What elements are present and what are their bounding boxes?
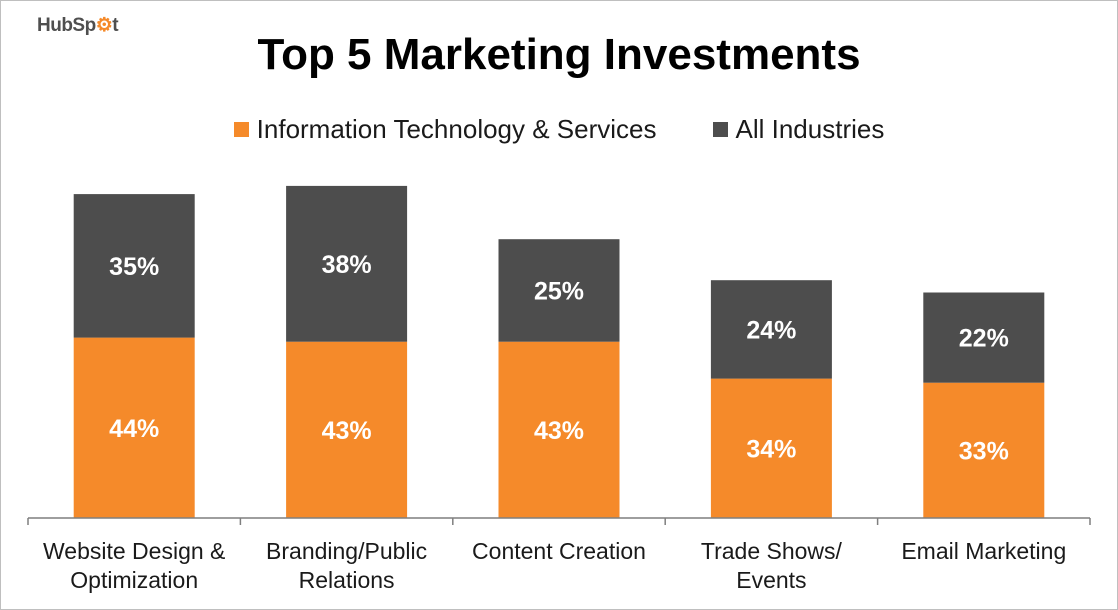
category-label-1-0: Branding/Public	[266, 538, 427, 564]
legend-label-series1: Information Technology & Services	[256, 114, 657, 144]
legend-label-series2: All Industries	[735, 114, 885, 144]
bar-series1-3	[710, 378, 832, 518]
logo-text-part1: HubSp	[37, 15, 96, 36]
data-label-series2-0: 35%	[109, 253, 159, 281]
legend-swatch-orange	[233, 122, 249, 137]
chart-legend: Information Technology & Services All In…	[0, 114, 1118, 145]
bar-series1-2	[498, 341, 620, 518]
bar-series1-1	[286, 341, 408, 518]
category-label-0-1: Optimization	[70, 567, 198, 593]
legend-item-series2: All Industries	[712, 114, 885, 145]
bar-series2-0	[73, 194, 195, 338]
category-label-0-0: Website Design &	[43, 538, 225, 564]
category-label-4-0: Email Marketing	[901, 538, 1066, 564]
category-label-2-0: Content Creation	[472, 538, 646, 564]
legend-item-series1: Information Technology & Services	[233, 114, 657, 145]
category-label-1-1: Relations	[299, 567, 395, 593]
category-label-3-0: Trade Shows/	[701, 538, 843, 564]
category-label-3-1: Events	[736, 567, 806, 593]
bar-series2-3	[710, 280, 832, 379]
data-label-series1-1: 43%	[322, 417, 372, 445]
data-label-series2-4: 22%	[959, 325, 1009, 353]
data-label-series1-0: 44%	[109, 415, 159, 443]
data-label-series1-2: 43%	[534, 417, 584, 445]
data-label-series2-3: 24%	[746, 316, 796, 344]
legend-swatch-gray	[712, 122, 728, 137]
data-label-series2-1: 38%	[322, 251, 372, 279]
data-label-series2-2: 25%	[534, 277, 584, 305]
chart-title: Top 5 Marketing Investments	[257, 30, 861, 79]
logo-sprocket-icon: ⚙	[95, 15, 113, 36]
data-label-series1-4: 33%	[959, 437, 1009, 465]
bar-series1-0	[73, 337, 195, 518]
bar-series1-4	[923, 382, 1045, 518]
logo-text-part2: t	[112, 15, 119, 36]
bar-series2-2	[498, 239, 620, 342]
hubspot-logo: HubSp⚙t	[37, 14, 119, 37]
bar-series2-4	[923, 292, 1045, 383]
bar-series2-1	[286, 185, 408, 342]
data-label-series1-3: 34%	[746, 435, 796, 463]
